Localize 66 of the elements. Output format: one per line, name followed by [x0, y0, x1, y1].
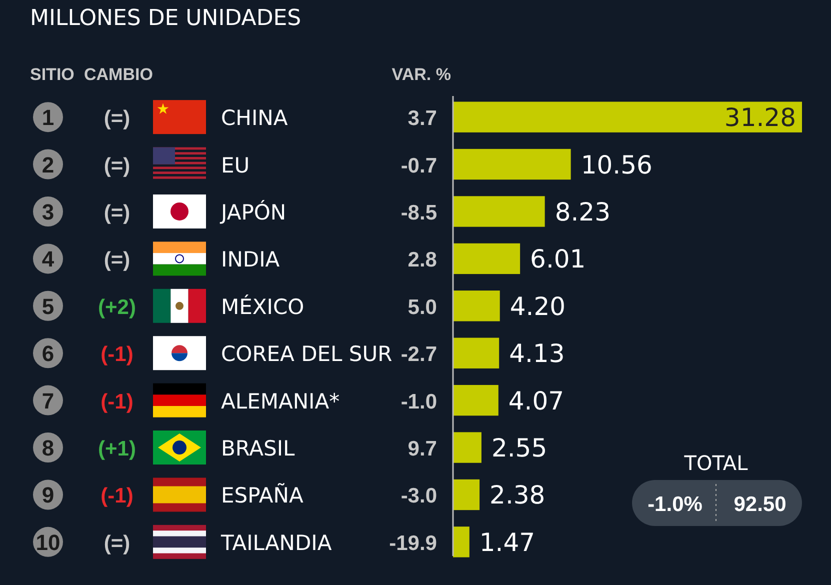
y-tick-label: BRASIL [221, 436, 296, 461]
text: -2.7 [400, 343, 437, 366]
text: 1 [42, 105, 54, 130]
text: 9.7 [408, 438, 437, 461]
annotation: -1.0% [648, 493, 703, 516]
text: -3.0 [400, 484, 437, 508]
text: 2.8 [408, 248, 438, 272]
text: (+2) [98, 296, 136, 319]
y-tick-label: EU [221, 153, 250, 178]
bar [453, 148, 571, 180]
text: 5.0 [408, 296, 437, 319]
annotation: 92.50 [734, 493, 786, 516]
text: -8.5 [400, 201, 438, 224]
bar [453, 243, 520, 274]
text: (=) [104, 532, 130, 555]
text: 8 [42, 436, 54, 461]
y-tick-label: JAPÓN [219, 199, 286, 224]
data-label: 6.01 [530, 244, 586, 274]
bar [453, 526, 470, 558]
bar [453, 479, 480, 510]
text: CAMBIO [84, 65, 153, 84]
data-label: 2.55 [491, 434, 548, 463]
text: VAR. % [392, 65, 451, 84]
text: 6 [42, 341, 54, 366]
text: 4 [42, 246, 55, 272]
y-tick-label: MÉXICO [221, 294, 304, 319]
text: (=) [104, 248, 130, 272]
data-label: 8.23 [554, 197, 610, 226]
data-label: 10.56 [580, 150, 652, 180]
data-label: 4.07 [508, 386, 564, 416]
text: (=) [104, 201, 130, 224]
data-label: 2.38 [490, 480, 546, 510]
annotation: TOTAL [683, 451, 749, 475]
text: MILLONES DE UNIDADES [30, 6, 302, 31]
text: (-1) [100, 343, 134, 366]
text: 2 [42, 152, 54, 178]
data-label: 31.28 [724, 103, 796, 132]
text: 9 [42, 482, 54, 508]
text: (=) [104, 107, 130, 130]
text: -0.7 [400, 154, 437, 178]
text: -19.9 [389, 532, 437, 555]
text: 3 [42, 199, 54, 224]
data-label: 4.13 [509, 339, 565, 368]
y-tick-label: COREA DEL SUR [221, 342, 392, 366]
data-label: 4.20 [510, 292, 566, 321]
y-tick-label: ESPAÑA [221, 482, 304, 508]
text: 3.7 [408, 107, 437, 130]
bar [453, 102, 802, 132]
y-tick-label: ALEMANIA* [221, 389, 340, 414]
bar [453, 196, 545, 227]
bar [453, 338, 500, 368]
text: SITIO [30, 65, 74, 84]
text: (-1) [100, 390, 134, 414]
text: 7 [42, 388, 54, 414]
y-tick-label: TAILANDIA [220, 530, 332, 555]
bar [453, 290, 500, 322]
text: (+1) [98, 438, 136, 461]
y-tick-label: CHINA [221, 106, 288, 130]
bar [453, 432, 482, 463]
bar [453, 384, 498, 416]
text: (=) [104, 154, 130, 178]
text: 5 [42, 294, 54, 319]
text: -1.0 [400, 390, 437, 414]
data-label: 1.47 [479, 528, 536, 557]
text: (-1) [100, 484, 134, 508]
y-tick-label: INDIA [221, 248, 280, 272]
